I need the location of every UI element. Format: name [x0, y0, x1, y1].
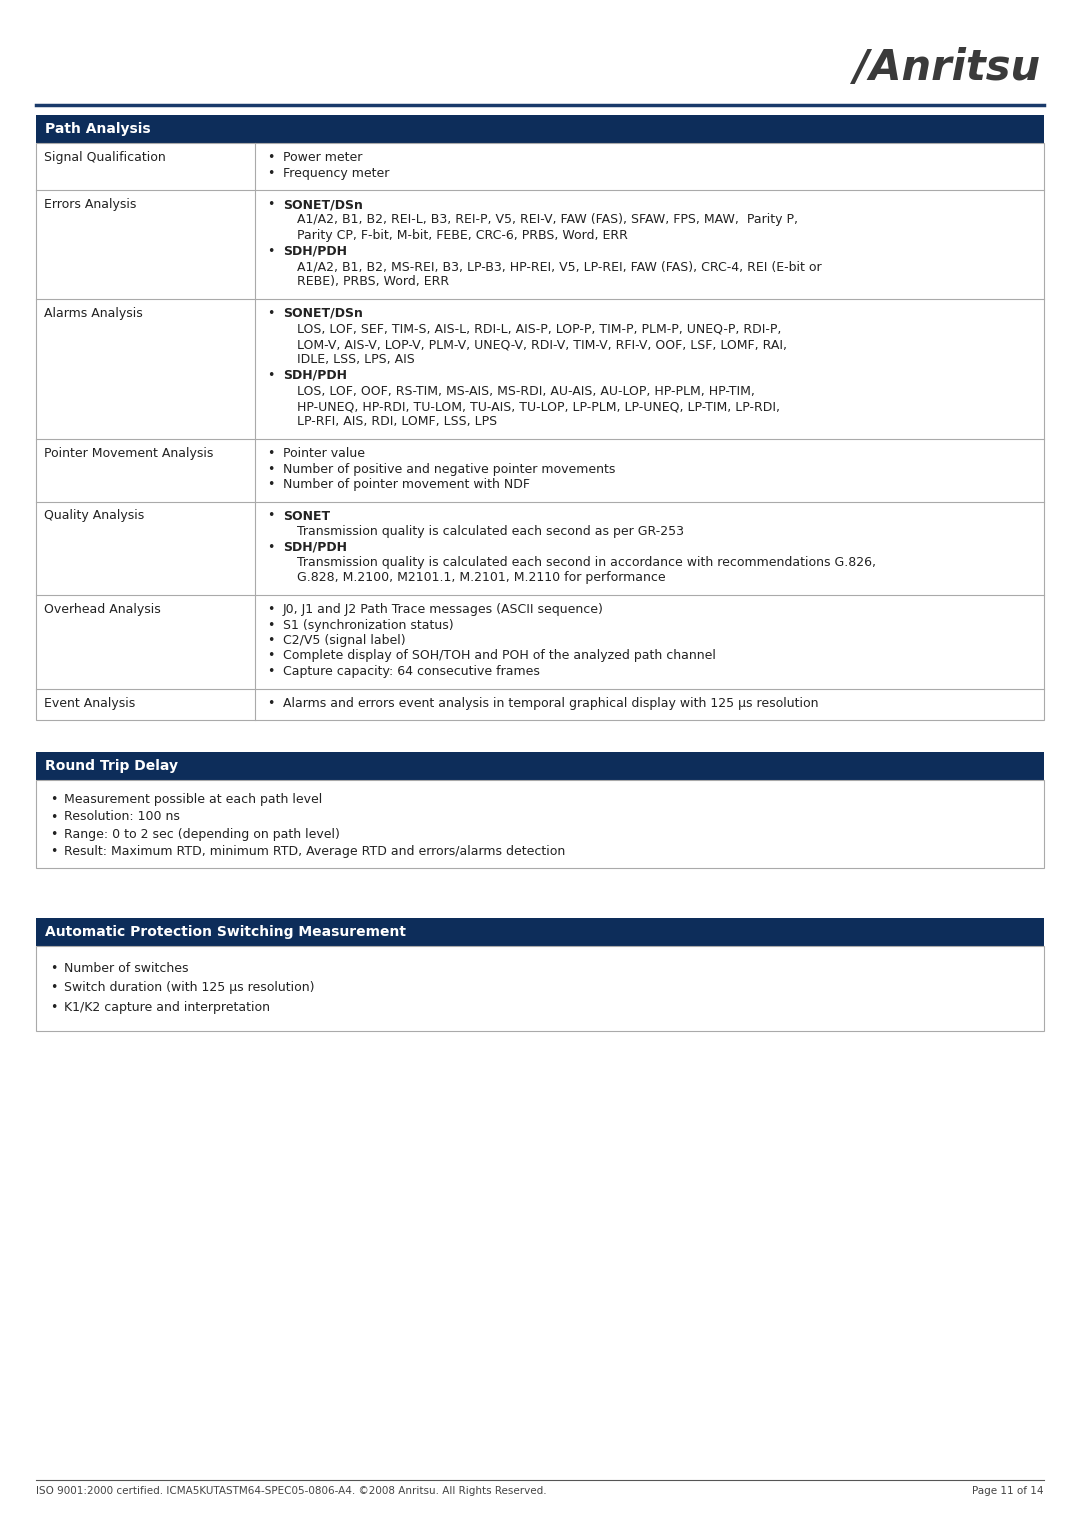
Text: •: •: [268, 509, 274, 523]
Text: Resolution: 100 ns: Resolution: 100 ns: [64, 810, 180, 824]
Text: SONET/DSn: SONET/DSn: [283, 307, 363, 319]
Text: •: •: [268, 478, 274, 490]
Text: C2/V5 (signal label): C2/V5 (signal label): [283, 634, 406, 646]
Text: Alarms Analysis: Alarms Analysis: [44, 307, 143, 319]
Text: •: •: [268, 463, 274, 475]
Bar: [36, 115, 1044, 144]
Text: /Anritsu: /Anritsu: [854, 47, 1040, 89]
Text: K1/K2 capture and interpretation: K1/K2 capture and interpretation: [64, 1001, 270, 1015]
Text: Complete display of SOH/TOH and POH of the analyzed path channel: Complete display of SOH/TOH and POH of t…: [283, 649, 716, 663]
Text: Frequency meter: Frequency meter: [283, 167, 390, 179]
Text: •: •: [51, 793, 57, 805]
Text: S1 (synchronization status): S1 (synchronization status): [283, 619, 454, 631]
Text: •: •: [268, 697, 274, 709]
Bar: [36, 918, 1044, 946]
Text: ISO 9001:2000 certified. ICMA5KUTASTM64-SPEC05-0806-A4. ©2008 Anritsu. All Right: ISO 9001:2000 certified. ICMA5KUTASTM64-…: [36, 1487, 546, 1496]
Text: LP-RFI, AIS, RDI, LOMF, LSS, LPS: LP-RFI, AIS, RDI, LOMF, LSS, LPS: [297, 416, 497, 428]
Text: Alarms and errors event analysis in temporal graphical display with 125 µs resol: Alarms and errors event analysis in temp…: [283, 697, 819, 709]
Text: Measurement possible at each path level: Measurement possible at each path level: [64, 793, 322, 805]
Text: REBE), PRBS, Word, ERR: REBE), PRBS, Word, ERR: [297, 275, 449, 289]
Text: Quality Analysis: Quality Analysis: [44, 509, 145, 523]
Text: •: •: [51, 845, 57, 859]
Text: SDH/PDH: SDH/PDH: [283, 244, 347, 258]
Text: •: •: [268, 649, 274, 663]
Text: •: •: [268, 634, 274, 646]
Bar: [36, 946, 1044, 1030]
Text: SONET/DSn: SONET/DSn: [283, 199, 363, 211]
Text: Overhead Analysis: Overhead Analysis: [44, 604, 161, 616]
Text: Number of positive and negative pointer movements: Number of positive and negative pointer …: [283, 463, 616, 475]
Text: •: •: [268, 368, 274, 382]
Text: Pointer Movement Analysis: Pointer Movement Analysis: [44, 448, 214, 460]
Text: Page 11 of 14: Page 11 of 14: [972, 1487, 1044, 1496]
Text: Capture capacity: 64 consecutive frames: Capture capacity: 64 consecutive frames: [283, 665, 540, 678]
Text: IDLE, LSS, LPS, AIS: IDLE, LSS, LPS, AIS: [297, 353, 415, 367]
Text: Parity CP, F-bit, M-bit, FEBE, CRC-6, PRBS, Word, ERR: Parity CP, F-bit, M-bit, FEBE, CRC-6, PR…: [297, 229, 627, 241]
Text: Signal Qualification: Signal Qualification: [44, 151, 165, 163]
Text: LOS, LOF, SEF, TIM-S, AIS-L, RDI-L, AIS-P, LOP-P, TIM-P, PLM-P, UNEQ-P, RDI-P,: LOS, LOF, SEF, TIM-S, AIS-L, RDI-L, AIS-…: [297, 322, 781, 336]
Text: •: •: [268, 244, 274, 258]
Bar: [36, 752, 1044, 779]
Text: •: •: [268, 604, 274, 616]
Text: Event Analysis: Event Analysis: [44, 697, 135, 709]
Text: Result: Maximum RTD, minimum RTD, Average RTD and errors/alarms detection: Result: Maximum RTD, minimum RTD, Averag…: [64, 845, 565, 859]
Text: Range: 0 to 2 sec (depending on path level): Range: 0 to 2 sec (depending on path lev…: [64, 828, 340, 840]
Text: •: •: [268, 167, 274, 179]
Text: LOS, LOF, OOF, RS-TIM, MS-AIS, MS-RDI, AU-AIS, AU-LOP, HP-PLM, HP-TIM,: LOS, LOF, OOF, RS-TIM, MS-AIS, MS-RDI, A…: [297, 385, 755, 397]
Text: •: •: [268, 307, 274, 319]
Text: Transmission quality is calculated each second in accordance with recommendation: Transmission quality is calculated each …: [297, 556, 876, 568]
Text: •: •: [268, 199, 274, 211]
Text: A1/A2, B1, B2, MS-REI, B3, LP-B3, HP-REI, V5, LP-REI, FAW (FAS), CRC-4, REI (E-b: A1/A2, B1, B2, MS-REI, B3, LP-B3, HP-REI…: [297, 260, 822, 274]
Text: •: •: [268, 541, 274, 553]
Text: Automatic Protection Switching Measurement: Automatic Protection Switching Measureme…: [45, 924, 406, 940]
Text: •: •: [268, 448, 274, 460]
Text: Pointer value: Pointer value: [283, 448, 365, 460]
Text: •: •: [51, 1001, 57, 1015]
Text: •: •: [51, 963, 57, 975]
Text: •: •: [268, 151, 274, 163]
Text: Number of switches: Number of switches: [64, 963, 189, 975]
Text: SDH/PDH: SDH/PDH: [283, 368, 347, 382]
Bar: [36, 779, 1044, 868]
Text: SONET: SONET: [283, 509, 330, 523]
Text: Switch duration (with 125 µs resolution): Switch duration (with 125 µs resolution): [64, 981, 314, 995]
Text: J0, J1 and J2 Path Trace messages (ASCII sequence): J0, J1 and J2 Path Trace messages (ASCII…: [283, 604, 604, 616]
Text: Power meter: Power meter: [283, 151, 363, 163]
Text: G.828, M.2100, M2101.1, M.2101, M.2110 for performance: G.828, M.2100, M2101.1, M.2101, M.2110 f…: [297, 571, 665, 585]
Bar: [36, 144, 1044, 720]
Text: Path Analysis: Path Analysis: [45, 122, 150, 136]
Text: Transmission quality is calculated each second as per GR-253: Transmission quality is calculated each …: [297, 526, 684, 538]
Text: SDH/PDH: SDH/PDH: [283, 541, 347, 553]
Text: •: •: [51, 828, 57, 840]
Text: •: •: [268, 665, 274, 678]
Text: •: •: [51, 810, 57, 824]
Text: •: •: [51, 981, 57, 995]
Text: •: •: [268, 619, 274, 631]
Text: LOM-V, AIS-V, LOP-V, PLM-V, UNEQ-V, RDI-V, TIM-V, RFI-V, OOF, LSF, LOMF, RAI,: LOM-V, AIS-V, LOP-V, PLM-V, UNEQ-V, RDI-…: [297, 338, 787, 351]
Text: Round Trip Delay: Round Trip Delay: [45, 759, 178, 773]
Text: A1/A2, B1, B2, REI-L, B3, REI-P, V5, REI-V, FAW (FAS), SFAW, FPS, MAW,  Parity P: A1/A2, B1, B2, REI-L, B3, REI-P, V5, REI…: [297, 214, 798, 226]
Text: Number of pointer movement with NDF: Number of pointer movement with NDF: [283, 478, 530, 490]
Text: Errors Analysis: Errors Analysis: [44, 199, 136, 211]
Text: HP-UNEQ, HP-RDI, TU-LOM, TU-AIS, TU-LOP, LP-PLM, LP-UNEQ, LP-TIM, LP-RDI,: HP-UNEQ, HP-RDI, TU-LOM, TU-AIS, TU-LOP,…: [297, 400, 780, 413]
